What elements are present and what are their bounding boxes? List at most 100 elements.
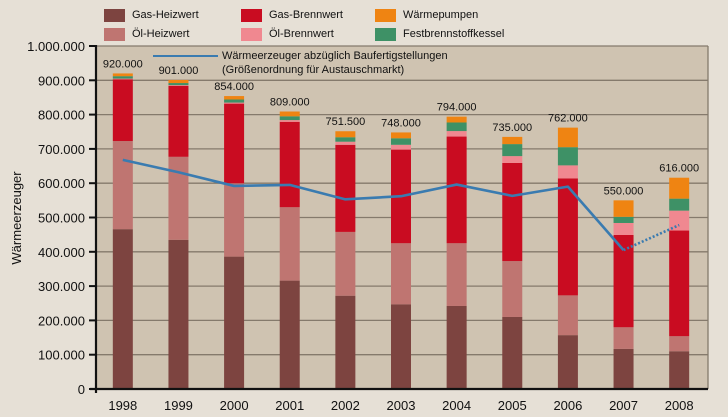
legend-swatch xyxy=(241,27,262,41)
bar-segment-gas-heizwert xyxy=(502,316,523,389)
legend-swatch xyxy=(104,27,125,41)
legend-label: Festbrennstoffkessel xyxy=(403,28,505,40)
bar-segment-festbrennstoffkessel xyxy=(613,216,634,223)
bar-segment-öl-brennwert xyxy=(446,131,467,137)
total-label-2000: 854.000 xyxy=(214,81,254,93)
bar-stack-2008 xyxy=(669,177,690,389)
bar-segment-öl-heizwert xyxy=(391,243,411,305)
total-label-2001: 809.000 xyxy=(270,97,310,109)
bar-segment-wärmepumpen xyxy=(557,127,578,148)
line-solid xyxy=(122,158,625,251)
bar-segment-öl-brennwert xyxy=(391,144,411,150)
bar-segment-öl-brennwert xyxy=(557,165,578,179)
legend-swatch xyxy=(104,8,125,22)
bar-segment-öl-heizwert xyxy=(669,336,690,352)
bar-segment-öl-brennwert xyxy=(669,210,690,231)
bar-segment-gas-brennwert xyxy=(335,144,356,232)
x-tick-label-2005: 2005 xyxy=(498,398,527,413)
y-tick-label: 700.000 xyxy=(38,142,85,157)
y-tick-label: 1.000.000 xyxy=(27,39,85,54)
bar-segment-öl-heizwert xyxy=(335,231,356,296)
total-label-2008: 616.000 xyxy=(659,163,699,175)
legend-label: Gas-Heizwert xyxy=(132,9,199,21)
bar-segment-gas-heizwert xyxy=(168,239,189,389)
total-label-2003: 748.000 xyxy=(381,117,421,129)
bar-segment-wärmepumpen xyxy=(224,96,245,100)
y-tick-label: 300.000 xyxy=(38,279,85,294)
bar-segment-wärmepumpen xyxy=(335,131,356,138)
bar-segment-gas-brennwert xyxy=(446,136,467,244)
line-legend: Wärmeerzeuger abzüglich Baufertigstellun… xyxy=(153,49,448,77)
line-legend-label-2: (Größenordnung für Austauschmarkt) xyxy=(222,64,405,76)
bar-segment-gas-heizwert xyxy=(557,335,578,389)
y-tick-label: 800.000 xyxy=(38,108,85,123)
bar-segment-festbrennstoffkessel xyxy=(502,144,523,157)
bar-segment-gas-brennwert xyxy=(669,230,690,337)
bar-segment-öl-heizwert xyxy=(502,261,523,317)
bar-stack-1999 xyxy=(168,79,189,389)
bar-segment-gas-brennwert xyxy=(557,178,578,296)
bar-segment-gas-heizwert xyxy=(669,351,690,389)
legend-label: Wärmepumpen xyxy=(403,9,479,21)
y-tick-label: 0 xyxy=(78,382,85,397)
y-tick-label: 400.000 xyxy=(38,245,85,260)
bars xyxy=(112,73,690,389)
bar-stack-2007 xyxy=(613,200,634,389)
legend-swatch xyxy=(375,27,396,41)
x-tick-label-1999: 1999 xyxy=(164,398,193,413)
bar-segment-gas-brennwert xyxy=(502,162,523,262)
y-tick-label: 500.000 xyxy=(38,211,85,226)
x-tick-label-1998: 1998 xyxy=(108,398,137,413)
bar-segment-festbrennstoffkessel xyxy=(168,83,189,86)
y-tick-label: 200.000 xyxy=(38,313,85,328)
bar-segment-öl-brennwert xyxy=(502,156,523,163)
total-label-1998: 920.000 xyxy=(103,58,143,70)
x-tick-label-2006: 2006 xyxy=(553,398,582,413)
x-tick-label-2004: 2004 xyxy=(442,398,471,413)
bar-segment-gas-brennwert xyxy=(613,234,634,328)
bar-segment-wärmepumpen xyxy=(613,200,634,217)
bar-segment-festbrennstoffkessel xyxy=(112,76,133,79)
bar-segment-öl-brennwert xyxy=(613,222,634,235)
bar-segment-gas-brennwert xyxy=(112,79,133,142)
line-legend-swatch xyxy=(153,55,218,57)
bar-segment-gas-heizwert xyxy=(613,348,634,389)
bar-stack-1998 xyxy=(112,73,133,389)
bar-segment-gas-heizwert xyxy=(224,256,245,389)
total-labels: 920.000 901.000 854.000 809.000 751.500 748.0… xyxy=(103,58,699,197)
bar-segment-gas-brennwert xyxy=(168,85,189,157)
legend-item: Gas-Heizwert xyxy=(104,8,199,22)
bar-stack-2002 xyxy=(335,131,356,389)
legend-item: Festbrennstoffkessel xyxy=(375,27,504,41)
bar-stack-2001 xyxy=(279,111,300,389)
bar-segment-gas-brennwert xyxy=(279,121,300,208)
legend-item: Gas-Brennwert xyxy=(241,8,343,22)
bar-segment-öl-brennwert xyxy=(224,102,245,104)
bar-segment-gas-heizwert xyxy=(446,305,467,389)
axes: 0 100.000 200.000 300.000 400.000 500.000 600.… xyxy=(27,39,708,413)
legend-label: Gas-Brennwert xyxy=(269,9,343,21)
line-legend-label-1: Wärmeerzeuger abzüglich Baufertigstellun… xyxy=(222,50,448,62)
bar-segment-festbrennstoffkessel xyxy=(557,147,578,166)
x-tick-label-2002: 2002 xyxy=(331,398,360,413)
bar-segment-gas-brennwert xyxy=(224,103,245,184)
bar-segment-wärmepumpen xyxy=(279,111,300,117)
bar-segment-festbrennstoffkessel xyxy=(446,122,467,132)
legend-swatch xyxy=(375,8,396,22)
legend-label: Öl-Brennwert xyxy=(269,28,334,40)
bar-stack-2006 xyxy=(557,127,578,389)
bar-segment-festbrennstoffkessel xyxy=(224,99,245,103)
x-tick-label-2008: 2008 xyxy=(665,398,694,413)
bar-stack-2004 xyxy=(446,116,467,389)
legend-swatch xyxy=(241,8,262,22)
line-series xyxy=(122,158,680,252)
bar-segment-wärmepumpen xyxy=(502,136,523,145)
bar-segment-wärmepumpen xyxy=(669,177,690,199)
total-label-2005: 735.000 xyxy=(492,122,532,134)
bar-segment-wärmepumpen xyxy=(112,73,133,77)
legend-item: Öl-Brennwert xyxy=(241,27,334,41)
bar-stack-2000 xyxy=(224,96,245,389)
bar-segment-wärmepumpen xyxy=(168,79,189,84)
bar-segment-öl-brennwert xyxy=(335,141,356,145)
